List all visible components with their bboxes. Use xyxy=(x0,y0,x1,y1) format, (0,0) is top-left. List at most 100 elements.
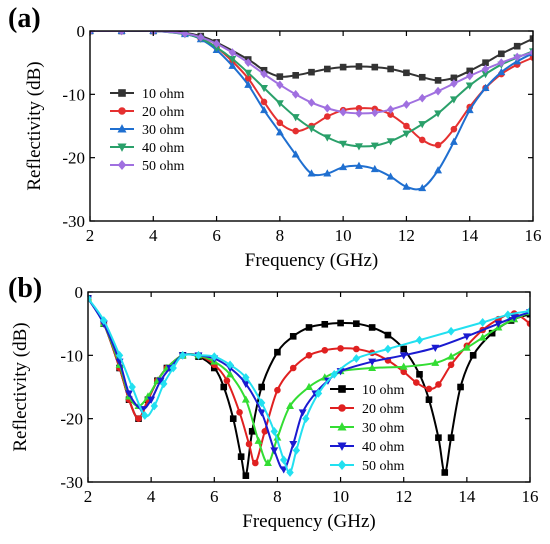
data-point xyxy=(339,63,347,71)
data-point xyxy=(260,105,268,114)
data-point xyxy=(258,383,265,391)
data-point xyxy=(324,65,331,73)
data-point xyxy=(305,352,313,359)
data-point xyxy=(321,320,329,328)
legend-item: 40 ohm xyxy=(110,141,185,156)
legend-label: 30 ohm xyxy=(362,421,405,436)
legend-marker xyxy=(117,124,127,133)
plot-frame xyxy=(87,291,531,483)
data-point xyxy=(169,363,177,373)
data-point xyxy=(449,137,458,145)
legend-label: 20 ohm xyxy=(142,105,185,120)
data-point xyxy=(275,128,284,136)
x-tick-label: 14 xyxy=(458,487,476,506)
x-tick-label: 14 xyxy=(461,226,479,245)
legend: 10 ohm 20 ohm 30 ohm 40 ohm 50 ohm xyxy=(110,87,185,174)
data-point xyxy=(370,142,379,150)
data-point xyxy=(355,108,363,118)
x-tick-label: 4 xyxy=(149,226,158,245)
x-tick-label: 16 xyxy=(525,226,542,245)
x-tick-label: 6 xyxy=(210,487,219,506)
data-point xyxy=(308,68,315,76)
data-point xyxy=(244,80,253,88)
data-point xyxy=(117,31,126,36)
data-point xyxy=(323,134,332,142)
data-point xyxy=(353,320,360,327)
legend-marker xyxy=(337,422,347,431)
data-point xyxy=(447,352,456,360)
series-50-ohm xyxy=(90,31,533,118)
data-point xyxy=(245,440,253,448)
legend-label: 10 ohm xyxy=(362,383,405,398)
data-point xyxy=(434,110,443,118)
data-point xyxy=(466,71,474,81)
legend-label: 30 ohm xyxy=(142,123,185,138)
data-point xyxy=(400,345,408,353)
data-point xyxy=(276,119,284,127)
data-point xyxy=(160,379,168,389)
data-point xyxy=(384,331,392,339)
data-point xyxy=(276,73,284,80)
legend-item: 20 ohm xyxy=(110,105,185,120)
y-tick-label: -20 xyxy=(62,149,85,168)
data-point xyxy=(125,390,133,398)
data-point xyxy=(416,371,423,378)
data-point xyxy=(286,468,294,477)
data-point xyxy=(260,85,268,93)
data-point xyxy=(435,434,442,441)
data-point xyxy=(135,415,142,422)
y-tick-label: -10 xyxy=(60,346,83,365)
data-point xyxy=(305,382,313,391)
legend-label: 40 ohm xyxy=(362,440,405,455)
data-point xyxy=(368,358,377,366)
data-point xyxy=(481,83,490,91)
data-point xyxy=(90,31,94,36)
data-point xyxy=(307,125,316,133)
data-point xyxy=(291,89,300,99)
data-point xyxy=(289,440,298,449)
data-point xyxy=(260,69,268,79)
data-point xyxy=(257,398,266,408)
data-point xyxy=(289,364,297,372)
data-point xyxy=(286,401,295,410)
data-point xyxy=(212,39,221,49)
x-tick-label: 16 xyxy=(522,487,539,506)
data-point xyxy=(353,345,360,353)
y-axis-title: Reflectivity (dB) xyxy=(24,61,45,190)
data-point xyxy=(418,136,426,144)
x-tick-label: 12 xyxy=(395,487,412,506)
data-point xyxy=(324,113,331,120)
series-group xyxy=(90,31,533,192)
x-axis-title: Frequency (GHz) xyxy=(242,511,375,532)
legend-item: 30 ohm xyxy=(110,123,185,138)
x-axis-title: Frequency (GHz) xyxy=(245,250,378,271)
data-point xyxy=(314,388,323,398)
data-point xyxy=(236,409,243,416)
data-point xyxy=(403,69,410,77)
data-point xyxy=(355,63,363,70)
legend-marker xyxy=(117,159,127,171)
data-point xyxy=(291,114,300,122)
x-tick-label: 8 xyxy=(276,226,285,245)
series-line xyxy=(88,297,530,474)
data-point xyxy=(418,93,426,103)
data-point xyxy=(413,379,420,386)
data-point xyxy=(254,436,263,444)
data-point xyxy=(403,122,410,130)
data-point xyxy=(387,65,394,73)
legend-marker xyxy=(337,459,347,471)
legend-item: 10 ohm xyxy=(110,87,185,102)
data-point xyxy=(156,377,165,385)
data-point xyxy=(197,32,205,42)
data-point xyxy=(513,42,521,50)
chart-panel-b: 2 4 6 8 10 12 14 16 0 -10 -20 -30 Frequency (GHz) Ref… xyxy=(8,273,539,532)
data-point xyxy=(279,466,288,474)
data-point xyxy=(292,72,299,79)
data-point xyxy=(399,352,408,360)
data-point xyxy=(441,469,449,476)
series-30-ohm xyxy=(88,294,530,467)
data-point xyxy=(292,445,301,455)
data-point xyxy=(371,63,379,71)
legend-label: 20 ohm xyxy=(362,402,405,417)
data-point xyxy=(330,369,338,379)
